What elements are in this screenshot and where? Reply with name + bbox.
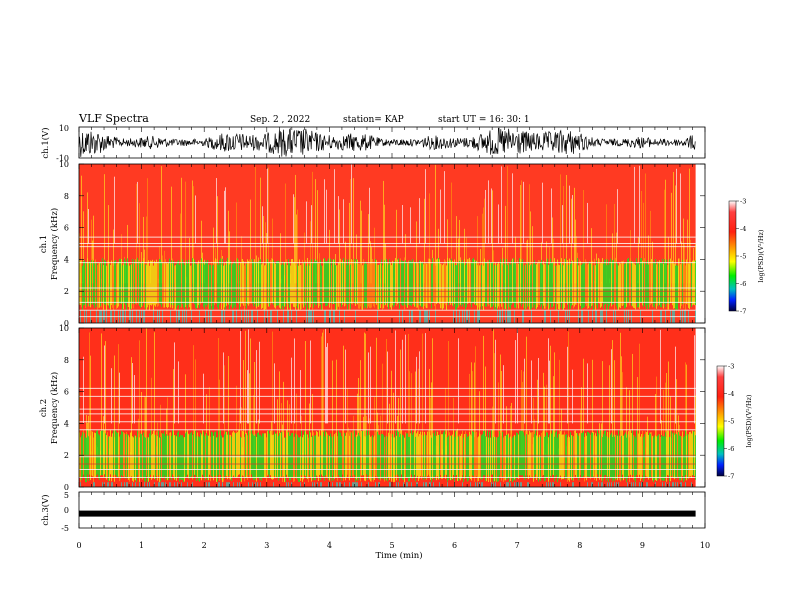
ch1-spectrogram: [79, 164, 696, 323]
ch1-xticks: [78, 127, 706, 158]
ch1-spec-xticks: [78, 164, 706, 323]
ch2-spec-ylabel: Frequency (kHz): [49, 372, 60, 444]
ch1-spec-channel: ch.1: [39, 235, 49, 253]
x-tick-label: 3: [264, 541, 269, 550]
figure-title: VLF Spectra: [78, 112, 149, 125]
colorbar-tick-label: -5: [728, 418, 734, 426]
ch1-waveform-panel: 10 -10 ch.1(V): [40, 124, 706, 163]
ch1-spec-ylabel: Frequency (kHz): [49, 208, 60, 280]
colorbar-tick-label: -5: [740, 253, 746, 261]
y-tick-label: 4: [64, 255, 69, 264]
y-tick-label: 8: [64, 356, 69, 365]
ch3-ytick-top: 5: [64, 491, 69, 500]
ch2-colorbar: [716, 365, 725, 477]
y-tick-label: 4: [64, 419, 69, 428]
colorbar-tick-label: -7: [740, 308, 746, 316]
ch2-spectrogram: [79, 328, 696, 487]
y-tick-label: 10: [59, 324, 69, 333]
ch2-colorbar-ticks: -3 -4 -5 -6 -7: [724, 363, 734, 481]
ch1-ytick-bottom: -10: [56, 154, 69, 163]
ch1-colorbar-label: log(PSD)(V²/Hz): [757, 229, 765, 282]
date-label: Sep. 2 , 2022: [250, 115, 310, 125]
colorbar-tick-label: -4: [728, 390, 734, 398]
ch3-xticks: [78, 492, 706, 528]
x-tick-label: 9: [640, 541, 645, 550]
y-tick-label: 2: [64, 287, 69, 296]
colorbar-tick-label: -7: [728, 473, 734, 481]
ch3-ytick-mid: 0: [64, 506, 69, 515]
x-tick-label: 1: [139, 541, 144, 550]
x-tick-label: 5: [389, 541, 394, 550]
colorbar-tick-label: -4: [740, 225, 746, 233]
y-tick-label: 10: [59, 160, 69, 169]
y-tick-label: 0: [64, 319, 69, 328]
ch2-spec-xticks: [78, 328, 706, 487]
ch1-ytick-top: 10: [59, 124, 69, 133]
x-tick-label: 0: [76, 541, 81, 550]
x-tick-label: 7: [515, 541, 520, 550]
colorbar-tick-label: -6: [740, 280, 746, 288]
start-ut-label: start UT = 16: 30: 1: [438, 115, 530, 125]
x-tick-label: 8: [577, 541, 582, 550]
x-axis-tick-labels: 0 1 2 3 4 5 6 7 8 9 10: [76, 541, 710, 550]
ch1-ylabel: ch.1(V): [40, 127, 51, 158]
x-tick-label: 4: [327, 541, 332, 550]
ch2-colorbar-label: log(PSD)(V²/Hz): [745, 394, 753, 447]
y-tick-label: 6: [64, 224, 69, 233]
colorbar-tick-label: -3: [740, 198, 746, 206]
ch1-colorbar-ticks: -3 -4 -5 -6 -7: [736, 198, 746, 316]
x-tick-label: 2: [202, 541, 207, 550]
ch3-ytick-bottom: -5: [61, 524, 69, 533]
ch3-waveform-panel: 5 0 -5 ch.3(V): [40, 491, 706, 533]
y-tick-label: 6: [64, 388, 69, 397]
ch1-colorbar: [728, 200, 737, 312]
y-tick-label: 0: [64, 483, 69, 492]
x-tick-label: 6: [452, 541, 457, 550]
ch3-waveform-trace: [79, 510, 696, 517]
colorbar-tick-label: -6: [728, 445, 734, 453]
x-tick-label: 10: [700, 541, 710, 550]
x-axis-label: Time (min): [375, 550, 422, 561]
y-tick-label: 2: [64, 451, 69, 460]
ch2-spec-channel: ch.2: [39, 399, 49, 417]
ch1-spec-yticks: 10 8 6 4 2 0: [59, 160, 705, 328]
station-label: station= KAP: [343, 115, 404, 125]
ch1-waveform-trace: [78, 127, 696, 157]
ch3-ylabel: ch.3(V): [40, 494, 51, 525]
colorbar-tick-label: -3: [728, 363, 734, 371]
y-tick-label: 8: [64, 192, 69, 201]
ch2-spec-yticks: 10 8 6 4 2 0: [59, 324, 705, 492]
